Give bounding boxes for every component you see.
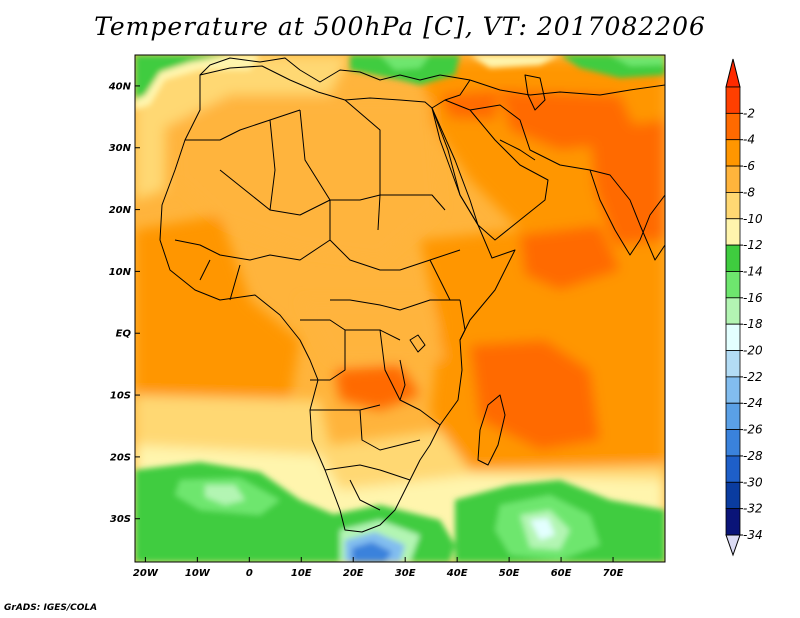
colorbar-swatch [725,244,741,272]
lat-tick-label: 20S [110,452,131,463]
colorbar-label: -26 [743,423,763,437]
page-title: Temperature at 500hPa [C], VT: 201708220… [94,12,706,41]
colorbar-swatch [725,297,741,325]
latitude-ticks: 40N 30N 20N 10N EQ 10S 20S 30S [108,81,140,525]
colorbar-swatch [725,218,741,246]
colorbar-swatch [725,350,741,378]
lat-tick-label: EQ [116,329,132,340]
lat-tick-label: 10N [109,267,132,278]
temperature-field [135,55,665,562]
colorbar-max-arrow [725,58,741,88]
colorbar-min-arrow [725,534,741,557]
colorbar-label: -24 [743,396,763,410]
colorbar-label: -28 [743,449,763,463]
lon-tick-label: 50E [499,568,520,579]
lat-tick-label: 30N [109,143,132,154]
lat-tick-label: 20N [109,205,132,216]
colorbar-swatch [725,139,741,167]
colorbar-swatch [725,86,741,114]
colorbar-label: -18 [743,317,763,331]
colorbar-label: -20 [743,344,763,358]
lon-tick-label: 10E [291,568,312,579]
colorbar-label: -34 [743,528,763,542]
colorbar: -2 -4 -6 -8 -10 -12 -14 -16 -18 -20 -22 -24 -26 -28 -3… [725,58,763,557]
lat-tick-label: 40N [108,81,132,92]
colorbar-label: -14 [743,264,763,278]
lon-tick-label: 40E [446,568,468,579]
map-frame [134,54,666,563]
lon-tick-label: 30E [395,568,416,579]
lon-tick-label: 60E [551,568,572,579]
colorbar-swatch [725,429,741,457]
colorbar-label: -22 [743,370,763,384]
colorbar-swatch [725,402,741,430]
colorbar-label: -10 [743,212,763,226]
colorbar-label: -6 [743,159,755,173]
colorbar-swatch [725,481,741,510]
colorbar-swatch [725,271,741,299]
colorbar-label: -12 [743,238,763,252]
colorbar-label: -8 [743,185,755,199]
lon-tick-label: 20W [133,568,159,579]
longitude-ticks: 20W 10W 0 10E 20E 30E 40E 50E 60E 70E [133,557,624,579]
colorbar-label: -2 [743,106,755,120]
lon-tick-label: 70E [603,568,624,579]
lat-tick-label: 10S [110,391,131,402]
colorbar-swatch [725,112,741,141]
colorbar-swatch [725,376,741,404]
lon-tick-label: 0 [246,568,253,579]
credit-text: GrADS: IGES/COLA [4,603,98,613]
colorbar-swatch [725,192,741,220]
lon-tick-label: 20E [343,568,364,579]
colorbar-swatch [725,455,741,483]
colorbar-label: -4 [743,133,755,147]
colorbar-swatch [725,323,741,351]
colorbar-label: -16 [743,291,763,305]
lon-tick-label: 10W [185,568,211,579]
colorbar-label: -30 [743,475,763,489]
colorbar-swatch [725,165,741,193]
lat-tick-label: 30S [110,514,131,525]
colorbar-label: -32 [743,502,763,516]
colorbar-swatch [725,508,741,536]
